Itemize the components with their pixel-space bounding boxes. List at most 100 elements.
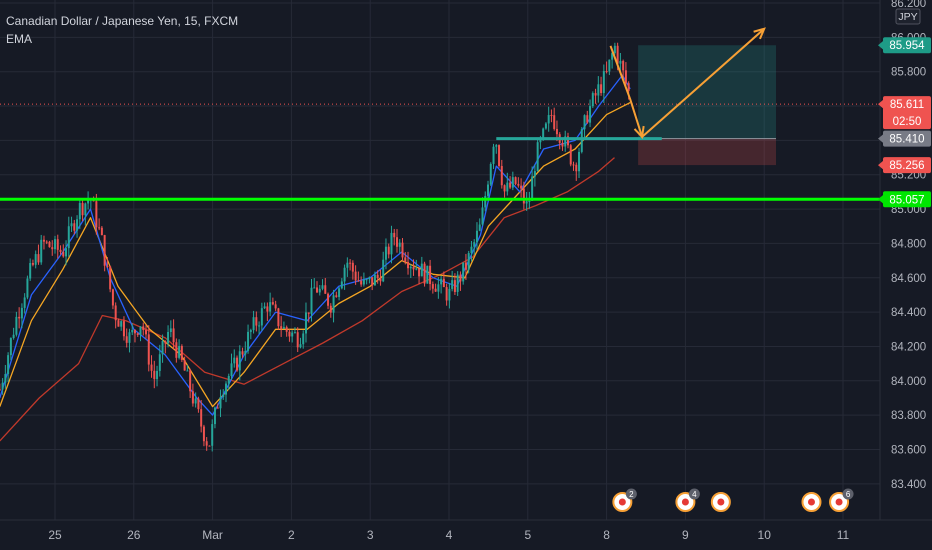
candle-body (291, 332, 294, 337)
candle-body (280, 326, 283, 329)
maple-leaf-icon (618, 498, 626, 506)
event-marker[interactable] (612, 492, 633, 512)
candle-body (169, 328, 172, 333)
candle-body (269, 302, 272, 312)
candle-body (120, 321, 123, 327)
candle-body (384, 246, 387, 260)
event-marker[interactable] (675, 492, 696, 512)
candle-body (426, 265, 429, 284)
event-marker[interactable] (801, 492, 822, 512)
candle-body (15, 316, 18, 335)
candle-body (550, 115, 553, 117)
support-price-badge: 85.057 (889, 194, 924, 206)
candle-body (340, 281, 343, 289)
candle-body (622, 60, 625, 71)
candle-body (564, 136, 567, 147)
candle-body (285, 327, 288, 332)
candle-body (393, 232, 396, 238)
candle-body (360, 280, 363, 285)
candle-body (423, 263, 426, 284)
price-tick-label: 84.600 (891, 273, 926, 285)
price-badges: 85.954 85.611 02:50 85.410 85.256 85.057 (878, 37, 931, 208)
candle-body (376, 274, 379, 279)
candle-body (161, 341, 164, 355)
entry-price-badge: 85.410 (889, 134, 924, 146)
event-count-badge (625, 488, 637, 500)
candle-body (244, 350, 247, 355)
candle-body (547, 115, 550, 124)
candle-body (434, 288, 437, 292)
candle-body (211, 424, 214, 446)
event-marker[interactable] (710, 492, 731, 512)
candle-body (539, 138, 542, 143)
time-axis[interactable]: 25 26 Mar 2 3 4 5 8 9 10 11 (0, 519, 932, 542)
candle-body (42, 239, 45, 242)
indicator-label[interactable]: EMA (6, 32, 33, 46)
candle-body (7, 355, 10, 375)
candle-body (498, 145, 501, 166)
candle-body (26, 278, 29, 298)
event-marker[interactable] (829, 492, 850, 512)
candle-body (445, 287, 448, 301)
profit-zone[interactable] (638, 45, 777, 139)
candle-body (462, 262, 465, 282)
candle-body (500, 165, 503, 186)
long-position-tool[interactable] (0, 45, 880, 166)
loss-zone[interactable] (638, 138, 777, 166)
currency-label-box[interactable] (895, 8, 921, 25)
candle-body (266, 306, 269, 312)
candle-body (45, 241, 48, 243)
time-tick-label: 2 (288, 528, 295, 542)
candle-body (520, 185, 523, 189)
candle-body (514, 177, 517, 184)
candle-body (390, 232, 393, 255)
candle-body (128, 332, 131, 343)
candle-body (586, 115, 589, 123)
candle-body (133, 329, 136, 334)
candle-body (142, 326, 145, 330)
chart-drawings[interactable] (0, 27, 880, 201)
time-tick-label: 4 (446, 528, 453, 542)
candle-body (429, 265, 432, 285)
candle-body (236, 357, 239, 371)
candle-body (373, 274, 376, 286)
symbol-title[interactable]: Canadian Dollar / Japanese Yen, 15, FXCM (6, 14, 239, 28)
candle-body (194, 398, 197, 404)
currency-label: JPY (898, 11, 917, 23)
candle-body (271, 302, 274, 305)
candle-body (368, 277, 371, 280)
candle-body (54, 239, 56, 250)
target-price-badge-pointer (878, 40, 884, 51)
candle-body (387, 246, 390, 255)
candle-body (327, 293, 330, 306)
candle-body (492, 146, 495, 164)
price-axis[interactable]: 86.20086.00085.80085.60085.40085.20085.0… (879, 0, 932, 550)
candle-body (456, 274, 459, 292)
candle-body (59, 249, 62, 252)
candle-body (332, 295, 335, 313)
candle-body (189, 370, 192, 392)
candle-body (459, 274, 462, 282)
candle-body (313, 287, 316, 289)
support-price-badge-bg (883, 191, 931, 208)
current-price-badge-countdown: 02:50 (893, 116, 922, 128)
price-tick-label: 84.400 (891, 307, 926, 319)
candle-body (578, 151, 581, 172)
candle-body (111, 289, 114, 306)
candle-body (401, 242, 404, 258)
candle-body (222, 394, 225, 398)
candle-body (247, 331, 250, 351)
target-price-badge: 85.954 (889, 40, 925, 52)
time-tick-label: 5 (524, 528, 531, 542)
candle-body (109, 266, 112, 290)
candle-body (158, 354, 161, 371)
candle-body (51, 247, 54, 250)
projection-arrowhead-down (633, 125, 645, 140)
candle-body (525, 201, 528, 204)
candle-body (65, 248, 68, 257)
economic-events[interactable]: 2 4 6 (612, 488, 854, 512)
candle-body (213, 407, 216, 425)
projection-arrow[interactable] (609, 28, 765, 138)
time-tick-label: Mar (202, 528, 223, 542)
